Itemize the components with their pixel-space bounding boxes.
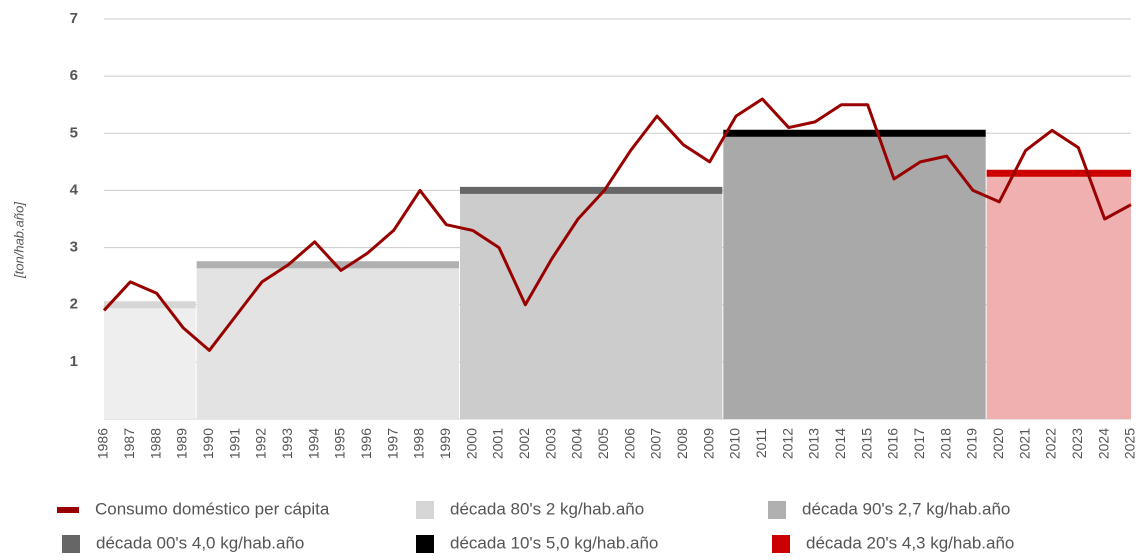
x-tick-label: 1986: [95, 428, 111, 459]
x-tick-label: 2018: [937, 428, 953, 459]
y-tick-label: 4: [70, 181, 79, 198]
x-tick-label: 2025: [1122, 428, 1138, 459]
legend-label: Consumo doméstico per cápita: [95, 499, 330, 518]
x-tick-label: 2001: [490, 428, 506, 459]
legend-swatch: [416, 535, 434, 553]
x-tick-label: 2012: [779, 428, 795, 459]
y-axis-label: [ton/hab.año]: [11, 202, 26, 279]
x-tick-label: 2005: [595, 428, 611, 459]
y-tick-label: 1: [70, 353, 78, 370]
x-tick-label: 2008: [674, 428, 690, 459]
x-tick-label: 2021: [1016, 428, 1032, 459]
x-tick-label: 1992: [253, 428, 269, 459]
x-tick-label: 1991: [226, 428, 242, 459]
x-tick-label: 2011: [753, 428, 769, 458]
y-tick-label: 7: [70, 10, 78, 27]
legend-label: década 20's 4,3 kg/hab.año: [806, 533, 1014, 552]
y-tick-label: 3: [70, 239, 78, 256]
x-tick-label: 1987: [121, 428, 137, 459]
x-tick-label: 1994: [305, 428, 321, 459]
x-tick-label: 1988: [147, 428, 163, 459]
line: [102, 97, 1132, 352]
x-tick-label: 2022: [1043, 428, 1059, 459]
legend-label: década 10's 5,0 kg/hab.año: [450, 533, 658, 552]
y-tick-label: 5: [70, 124, 78, 141]
x-tick-label: 2000: [463, 428, 479, 459]
decade-area: [986, 173, 1131, 419]
decade-area: [723, 133, 986, 420]
x-tick-label: 1998: [411, 428, 427, 459]
legend-label: década 80's 2 kg/hab.año: [450, 499, 644, 518]
legend-swatch: [768, 501, 786, 519]
y-tick-label: 6: [70, 67, 78, 84]
x-tick-label: 2002: [516, 428, 532, 459]
x-tick-label: 1989: [174, 428, 190, 459]
x-tick-label: 2023: [1069, 428, 1085, 459]
x-tick-label: 2010: [727, 428, 743, 459]
legend-swatch: [57, 507, 79, 513]
x-tick-label: 1990: [200, 428, 216, 459]
decade-area: [104, 304, 196, 419]
x-tick-label: 2014: [832, 428, 848, 459]
x-tick-label: 1993: [279, 428, 295, 459]
x-tick-label: 2019: [964, 428, 980, 459]
x-tick-label: 2009: [700, 428, 716, 459]
x-tick-label: 2015: [858, 428, 874, 459]
x-tick-label: 2013: [806, 428, 822, 459]
x-tick-label: 2020: [990, 428, 1006, 459]
x-tick-label: 2024: [1095, 428, 1111, 459]
legend-swatch: [416, 501, 434, 519]
x-tick-label: 1997: [384, 428, 400, 459]
x-tick-label: 1995: [332, 428, 348, 459]
legend-label: década 90's 2,7 kg/hab.año: [802, 499, 1010, 518]
x-tick-label: 2016: [885, 428, 901, 459]
x-tick-label: 1996: [358, 428, 374, 459]
decade-area: [460, 190, 723, 419]
legend-swatch: [62, 535, 80, 553]
decade-area: [196, 264, 459, 419]
x-tick-label: 2003: [542, 428, 558, 459]
legend-swatch: [772, 535, 790, 553]
x-tick-label: 2004: [569, 428, 585, 459]
x-tick-label: 2007: [648, 428, 664, 459]
x-tick-label: 1999: [437, 428, 453, 459]
y-tick-label: 2: [70, 296, 78, 313]
legend-label: década 00's 4,0 kg/hab.año: [96, 533, 304, 552]
x-tick-label: 2017: [911, 428, 927, 459]
x-tick-label: 2006: [621, 428, 637, 459]
